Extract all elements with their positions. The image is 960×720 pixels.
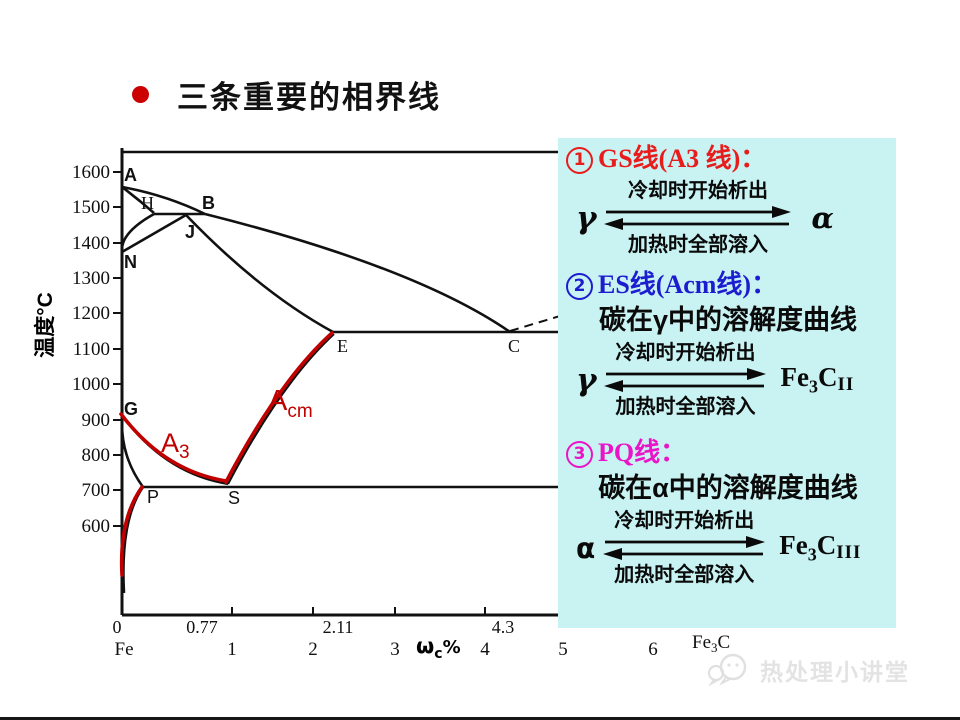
x-label-6: 6 bbox=[648, 639, 658, 660]
alpha-symbol: α bbox=[811, 201, 834, 235]
point-label-s: S bbox=[228, 488, 240, 508]
x-axis-label: ωc% bbox=[416, 634, 461, 662]
x-label-5: 5 bbox=[558, 639, 568, 660]
bullet-icon bbox=[132, 86, 149, 103]
point-label-a: A bbox=[124, 165, 137, 185]
y-tick-1100: 1100 bbox=[73, 339, 110, 360]
y-tick-900: 900 bbox=[82, 410, 111, 431]
reaction-pq: α 冷却时开始析出 加热时全部溶入 Fe3CIII bbox=[566, 508, 890, 588]
point-label-e: E bbox=[337, 336, 348, 356]
y-axis-ticks bbox=[113, 171, 122, 527]
panel-section-es: 2 ES线(Acm线)： 碳在γ中的溶解度曲线 γ 冷却时开始析出 加热时全部溶入… bbox=[566, 268, 890, 420]
pq-line bbox=[119, 485, 144, 577]
section-es-subtitle: 碳在γ中的溶解度曲线 bbox=[598, 305, 858, 335]
point-label-n: N bbox=[124, 252, 137, 272]
x-tick-211: 2.11 bbox=[323, 617, 354, 637]
es-line-black bbox=[227, 333, 335, 485]
point-label-c: C bbox=[508, 336, 520, 356]
solidus-ah-line bbox=[121, 185, 155, 214]
cooling-text: 冷却时开始析出 bbox=[615, 342, 756, 364]
y-tick-1000: 1000 bbox=[72, 374, 110, 395]
bottom-border bbox=[0, 717, 960, 720]
x-axis-ticks bbox=[231, 607, 486, 615]
y-axis-label: 温度°C bbox=[33, 292, 57, 358]
x-label-fe3c: Fe3C bbox=[692, 632, 730, 655]
gamma-symbol: γ bbox=[576, 200, 597, 236]
gp-line bbox=[120, 419, 145, 488]
solidus-je-line bbox=[185, 214, 334, 334]
x-tick-077: 0.77 bbox=[186, 617, 218, 637]
section-pq-title: 3 PQ线： bbox=[566, 436, 890, 470]
nj-line bbox=[121, 213, 187, 254]
equilibrium-arrows-icon bbox=[603, 536, 766, 560]
y-tick-1500: 1500 bbox=[72, 197, 110, 218]
circled-3-icon: 3 bbox=[566, 441, 593, 468]
section-gs-title: 1 GS线(A3 线)： bbox=[566, 142, 890, 176]
x-label-2: 2 bbox=[308, 639, 318, 660]
cooling-text: 冷却时开始析出 bbox=[614, 510, 755, 532]
y-tick-1300: 1300 bbox=[72, 268, 110, 289]
x-label-3: 3 bbox=[390, 639, 400, 660]
x-label-4: 4 bbox=[480, 639, 490, 660]
info-panel: 1 GS线(A3 线)： γ 冷却时开始析出 加热时全部溶入 α 2 ES线 bbox=[558, 138, 896, 628]
point-label-j: J bbox=[185, 222, 195, 242]
section-es-title: 2 ES线(Acm线)： bbox=[566, 268, 890, 302]
panel-section-pq: 3 PQ线： 碳在α中的溶解度曲线 α 冷却时开始析出 加热时全部溶入 Fe3CI… bbox=[566, 436, 890, 588]
liquidus-ab-line bbox=[121, 185, 206, 216]
nh-line bbox=[120, 212, 155, 253]
reaction-gs: γ 冷却时开始析出 加热时全部溶入 α bbox=[566, 178, 890, 258]
wechat-icon bbox=[707, 653, 747, 687]
title-row: 三条重要的相界线 bbox=[132, 72, 441, 117]
x-tick-labels-upper: 0 0.77 2.11 4.3 bbox=[113, 617, 515, 637]
equilibrium-arrows-icon bbox=[604, 368, 767, 392]
a3-label: A3 bbox=[161, 428, 190, 463]
point-label-h: H bbox=[141, 193, 154, 213]
point-label-b: B bbox=[202, 193, 215, 213]
y-tick-1200: 1200 bbox=[72, 303, 110, 324]
x-tick-0: 0 bbox=[113, 617, 122, 637]
y-tick-labels: 1600 1500 1400 1300 1200 1100 1000 900 8… bbox=[72, 162, 110, 537]
heating-text: 加热时全部溶入 bbox=[627, 234, 768, 256]
cooling-text: 冷却时开始析出 bbox=[627, 180, 768, 202]
fe3c2-label: Fe3CII bbox=[780, 362, 855, 397]
a3-line bbox=[119, 412, 228, 483]
gamma-symbol: γ bbox=[576, 362, 597, 398]
reaction-es: γ 冷却时开始析出 加热时全部溶入 Fe3CII bbox=[566, 340, 890, 420]
acm-label: Acm bbox=[268, 385, 313, 422]
x-tick-43: 4.3 bbox=[492, 617, 515, 637]
watermark-text: 热处理小讲堂 bbox=[760, 659, 910, 685]
heating-text: 加热时全部溶入 bbox=[615, 396, 756, 418]
y-tick-600: 600 bbox=[82, 516, 111, 537]
acm-line bbox=[224, 331, 334, 484]
point-label-g: G bbox=[124, 399, 138, 419]
y-tick-800: 800 bbox=[82, 445, 111, 466]
alpha-symbol: α bbox=[576, 531, 596, 565]
heating-text: 加热时全部溶入 bbox=[614, 564, 755, 586]
circled-2-icon: 2 bbox=[566, 273, 593, 300]
x-label-fe: Fe bbox=[115, 639, 134, 660]
fe3c3-label: Fe3CIII bbox=[779, 530, 862, 565]
y-tick-700: 700 bbox=[82, 480, 111, 501]
y-tick-1600: 1600 bbox=[72, 162, 110, 183]
equilibrium-arrows-icon bbox=[604, 206, 792, 230]
x-label-1: 1 bbox=[227, 639, 237, 660]
y-tick-1400: 1400 bbox=[72, 233, 110, 254]
page-title: 三条重要的相界线 bbox=[177, 80, 441, 115]
section-pq-subtitle: 碳在α中的溶解度曲线 bbox=[598, 473, 858, 503]
panel-section-gs: 1 GS线(A3 线)： γ 冷却时开始析出 加热时全部溶入 α bbox=[566, 142, 890, 258]
liquidus-bc-line bbox=[204, 212, 511, 334]
point-label-p: P bbox=[147, 487, 159, 507]
circled-1-icon: 1 bbox=[566, 147, 593, 174]
liquidus-extension-dashed-line bbox=[509, 315, 561, 332]
x-tick-labels-lower: Fe 1 2 3 4 5 6 bbox=[115, 639, 658, 660]
watermark: 热处理小讲堂 bbox=[706, 650, 910, 690]
